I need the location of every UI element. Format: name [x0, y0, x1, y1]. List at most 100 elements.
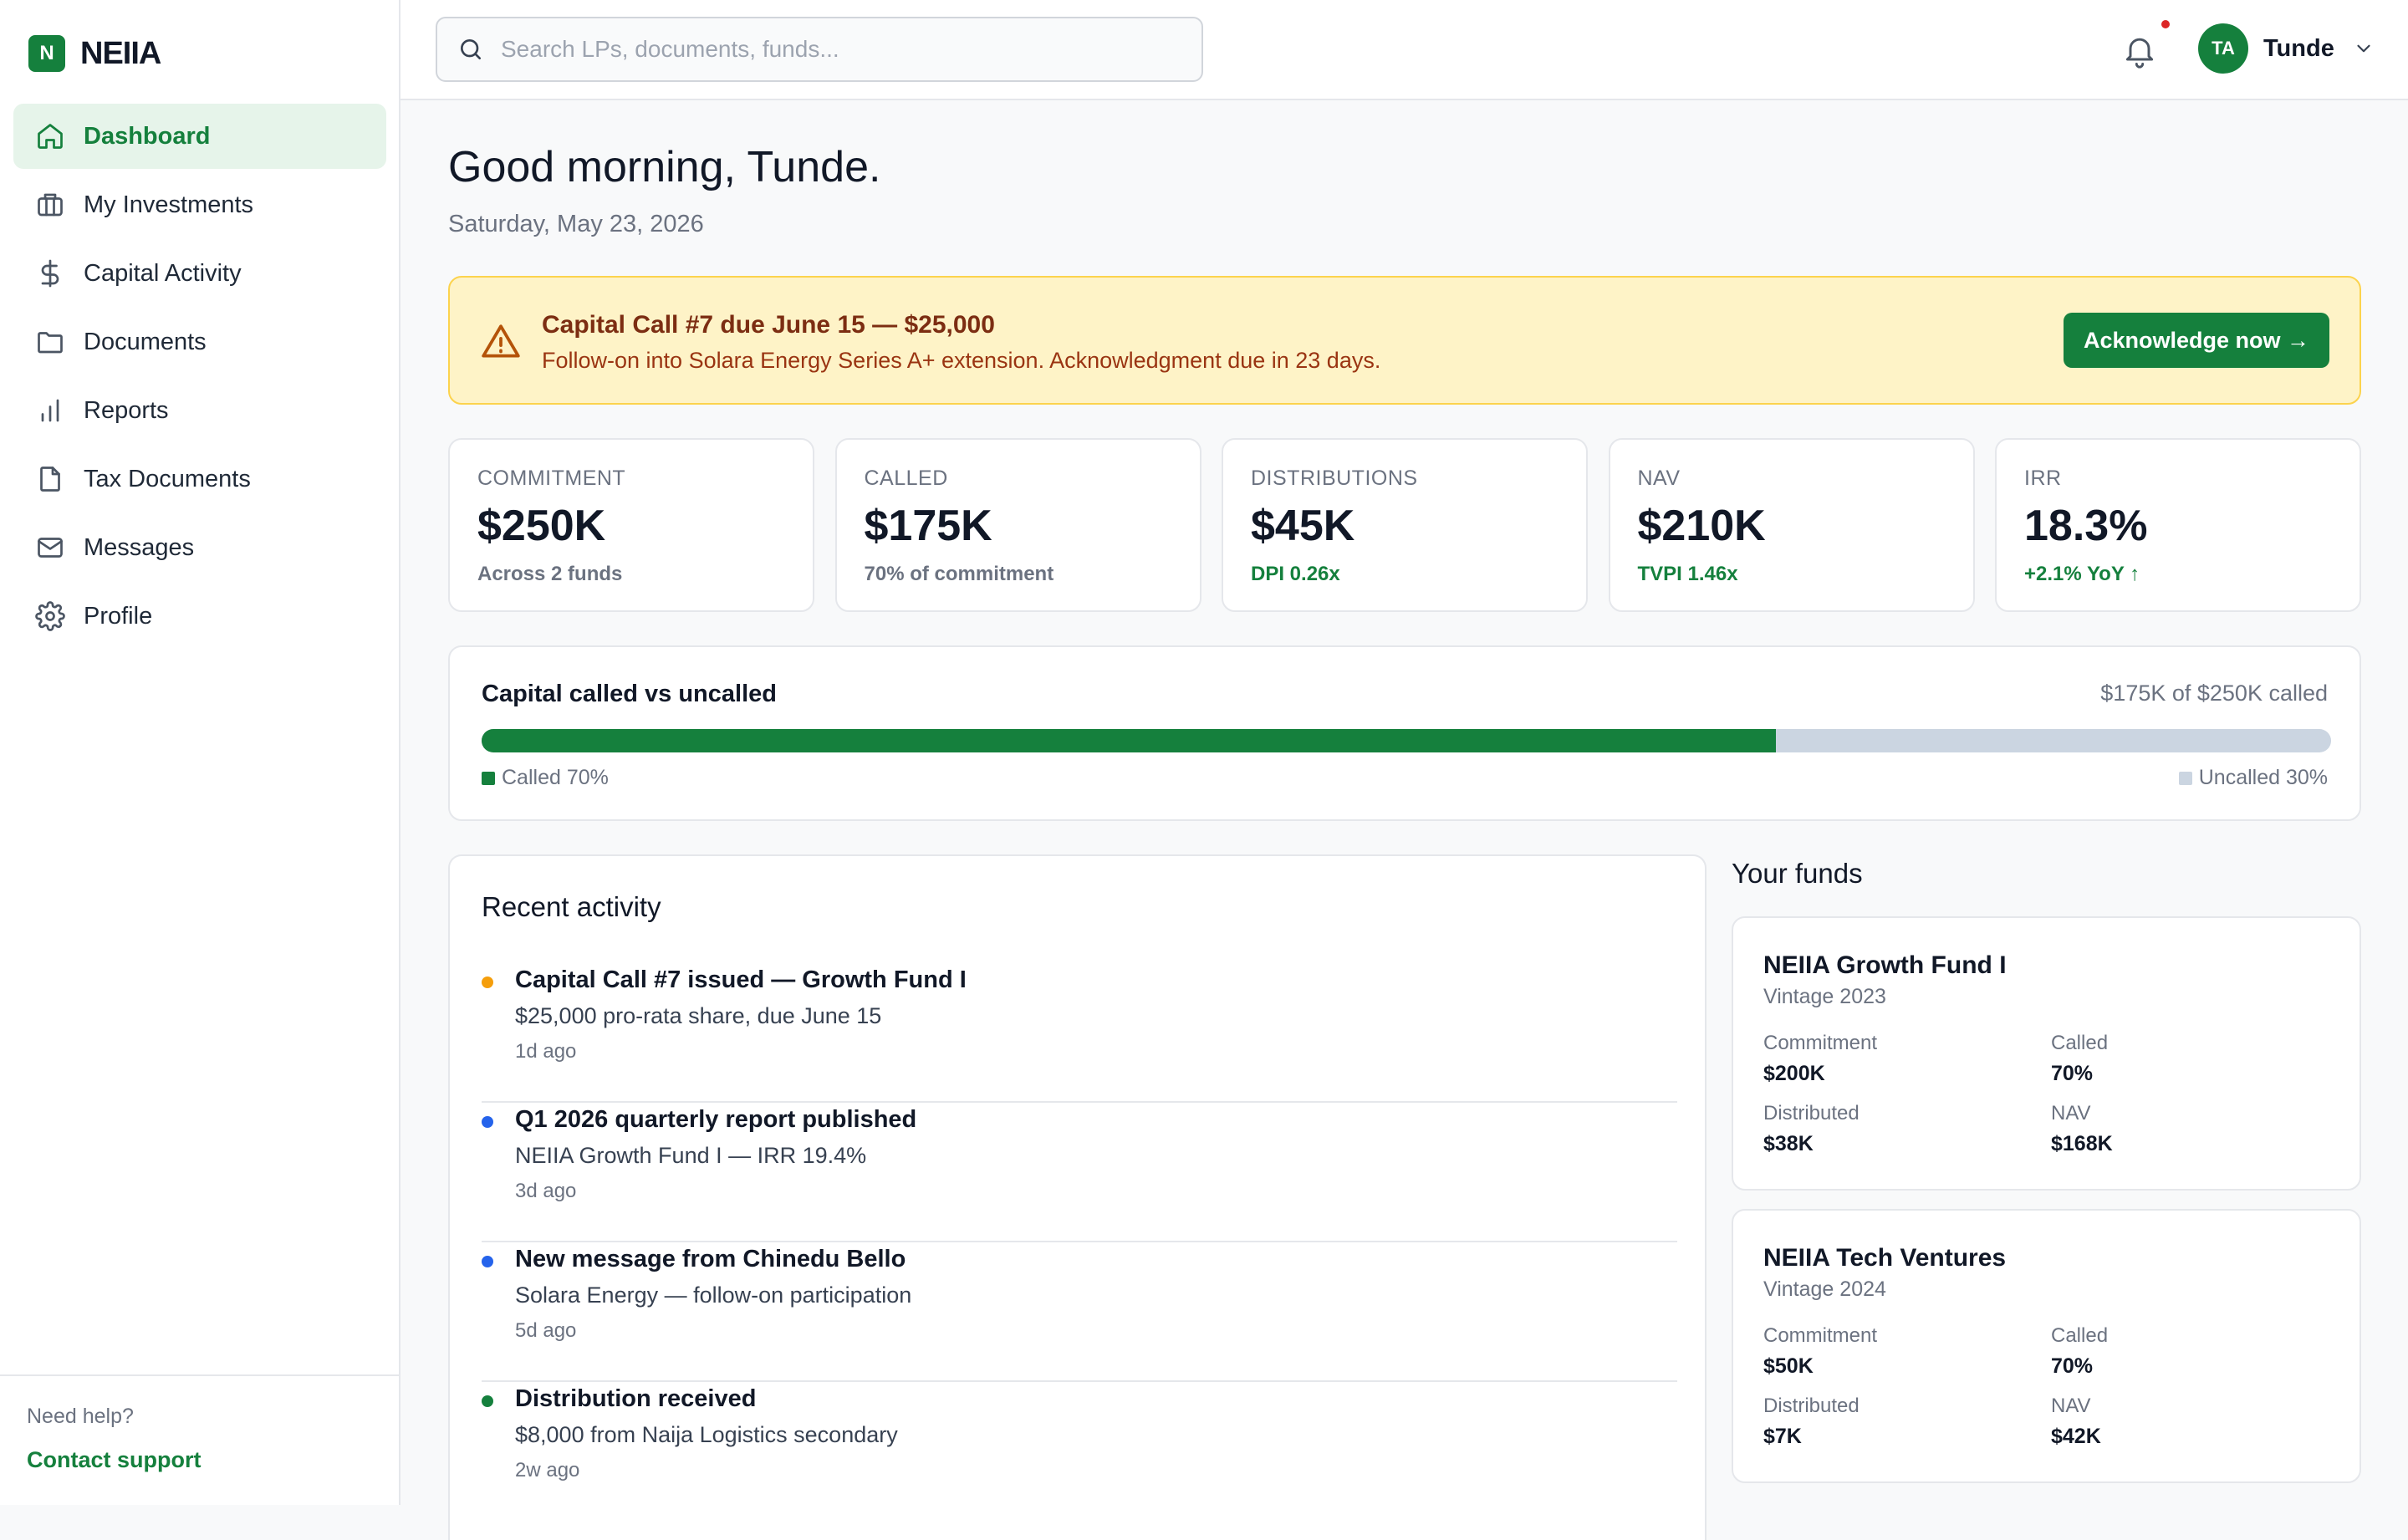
activity-time: 3d ago [515, 1180, 577, 1202]
home-icon [38, 124, 63, 149]
activity-description: Solara Energy — follow-on participation [515, 1282, 912, 1308]
kpi-subtext: TVPI 1.46x [1637, 563, 1738, 585]
status-dot [482, 1256, 493, 1267]
called-legend: Called 70% [482, 766, 609, 790]
activity-time: 1d ago [515, 1040, 577, 1063]
search-box[interactable] [436, 17, 1203, 82]
sidebar-item-label: My Investments [84, 191, 254, 218]
kpi-called: CALLED $175K 70% of commitment [834, 438, 1201, 612]
sidebar-item-reports[interactable]: Reports [13, 378, 386, 443]
fund-card[interactable]: NEIIA Growth Fund I Vintage 2023 Commitm… [1732, 916, 2361, 1191]
list-item[interactable]: Q1 2026 quarterly report published NEIIA… [482, 1103, 1677, 1242]
bell-icon[interactable] [2121, 32, 2158, 69]
notification-badge [2161, 20, 2170, 28]
bar-chart-icon [41, 399, 59, 422]
capital-progress-summary: $175K of $250K called [2100, 681, 2328, 706]
commitment-label: Commitment [1763, 1032, 1878, 1054]
activity-title: Distribution received [515, 1385, 757, 1412]
fund-name: NEIIA Tech Ventures [1763, 1244, 2007, 1272]
sidebar: N NEIIA Dashboard My Investments Capital… [0, 0, 400, 1505]
commitment-value: $200K [1763, 1062, 1825, 1085]
current-date: Saturday, May 23, 2026 [448, 211, 704, 237]
activity-time: 2w ago [515, 1459, 580, 1481]
capital-progress-bar [482, 729, 2331, 752]
activity-description: $8,000 from Naija Logistics secondary [515, 1422, 898, 1447]
called-value: 70% [2051, 1354, 2094, 1378]
called-legend-label: Called 70% [502, 766, 609, 789]
fund-vintage: Vintage 2023 [1763, 985, 1886, 1008]
chevron-down-icon [2357, 44, 2370, 53]
user-menu[interactable]: TA Tunde [2198, 23, 2375, 74]
kpi-value: $250K [477, 502, 606, 550]
acknowledge-button[interactable]: Acknowledge now → [2063, 313, 2329, 368]
sidebar-item-documents[interactable]: Documents [13, 309, 386, 375]
sidebar-item-label: Reports [84, 396, 169, 424]
recent-activity-title: Recent activity [482, 891, 661, 922]
dollar-icon [41, 259, 59, 288]
nav-value: $168K [2051, 1132, 2113, 1155]
kpi-label: NAV [1637, 467, 1681, 490]
sidebar-item-profile[interactable]: Profile [13, 584, 386, 649]
kpi-label: DISTRIBUTIONS [1251, 467, 1418, 490]
kpi-label: IRR [2024, 467, 2062, 490]
sidebar-item-messages[interactable]: Messages [13, 515, 386, 580]
topbar: TA Tunde [400, 0, 2408, 100]
avatar: TA [2198, 23, 2248, 74]
status-dot [482, 1116, 493, 1128]
kpi-subtext: 70% of commitment [864, 563, 1054, 585]
kpi-nav: NAV $210K TVPI 1.46x [1608, 438, 1975, 612]
your-funds-title: Your funds [1732, 858, 1863, 889]
distributed-label: Distributed [1763, 1102, 1860, 1124]
called-swatch [482, 771, 495, 785]
activity-list: Capital Call #7 issued — Growth Fund I $… [482, 963, 1677, 1522]
page-title: Good morning, Tunde. [448, 143, 881, 191]
gear-icon [35, 601, 65, 631]
sidebar-item-label: Messages [84, 533, 195, 561]
fund-card[interactable]: NEIIA Tech Ventures Vintage 2024 Commitm… [1732, 1209, 2361, 1483]
status-dot [482, 977, 493, 988]
nav-label: NAV [2051, 1395, 2091, 1417]
sidebar-nav: Dashboard My Investments Capital Activit… [13, 104, 386, 652]
list-item[interactable]: Capital Call #7 issued — Growth Fund I $… [482, 963, 1677, 1103]
activity-description: NEIIA Growth Fund I — IRR 19.4% [515, 1143, 867, 1168]
status-dot [482, 1395, 493, 1407]
activity-title: New message from Chinedu Bello [515, 1246, 906, 1272]
search-icon [461, 39, 481, 59]
called-value: 70% [2051, 1062, 2094, 1085]
briefcase-icon [38, 193, 63, 217]
sidebar-item-label: Capital Activity [84, 259, 242, 287]
activity-description: $25,000 pro-rata share, due June 15 [515, 1003, 882, 1028]
activity-title: Capital Call #7 issued — Growth Fund I [515, 966, 967, 993]
sidebar-item-label: Documents [84, 328, 207, 355]
folder-icon [38, 332, 63, 354]
capital-progress-card: Capital called vs uncalled $175K of $250… [448, 645, 2361, 821]
uncalled-legend-label: Uncalled 30% [2198, 766, 2328, 789]
contact-support-link[interactable]: Contact support [27, 1447, 202, 1472]
commitment-value: $50K [1763, 1354, 1814, 1378]
sidebar-item-label: Dashboard [84, 122, 211, 150]
user-name: Tunde [2263, 34, 2334, 62]
sidebar-item-label: Tax Documents [84, 465, 251, 492]
kpi-commitment: COMMITMENT $250K Across 2 funds [448, 438, 814, 612]
uncalled-swatch [2178, 771, 2192, 785]
file-icon [40, 467, 60, 492]
kpi-label: CALLED [864, 467, 948, 490]
kpi-row: COMMITMENT $250K Across 2 funds CALLED $… [448, 438, 2361, 612]
sidebar-item-tax-documents[interactable]: Tax Documents [13, 446, 386, 512]
search-input[interactable] [501, 36, 1186, 63]
logo-mark: N [28, 35, 65, 72]
brand-logo[interactable]: N NEIIA [28, 35, 161, 72]
distributed-value: $38K [1763, 1132, 1814, 1155]
help-text: Need help? [27, 1405, 134, 1428]
called-label: Called [2051, 1032, 2109, 1054]
sidebar-item-my-investments[interactable]: My Investments [13, 172, 386, 237]
list-item[interactable]: New message from Chinedu Bello Solara En… [482, 1242, 1677, 1382]
sidebar-item-capital-activity[interactable]: Capital Activity [13, 241, 386, 306]
distributed-label: Distributed [1763, 1395, 1860, 1417]
alert-title: Capital Call #7 due June 15 — $25,000 [542, 311, 995, 339]
sidebar-item-dashboard[interactable]: Dashboard [13, 104, 386, 169]
fund-vintage: Vintage 2024 [1763, 1277, 1886, 1301]
list-item[interactable]: Distribution received $8,000 from Naija … [482, 1382, 1677, 1522]
uncalled-legend: Uncalled 30% [2178, 766, 2328, 790]
activity-title: Q1 2026 quarterly report published [515, 1106, 917, 1133]
